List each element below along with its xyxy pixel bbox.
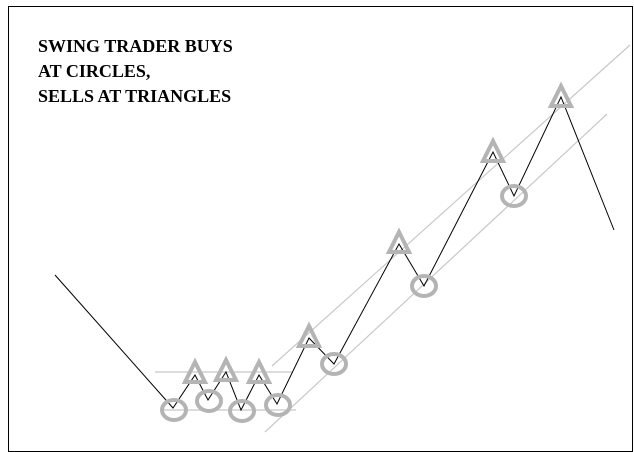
price-line (54, 95, 615, 412)
title-line: SWING TRADER BUYS (38, 36, 233, 56)
buy-circle (500, 184, 528, 208)
buy-circle (264, 393, 292, 417)
channel-lines (155, 44, 631, 433)
buy-circle (410, 274, 438, 298)
sell-triangle (295, 321, 323, 348)
sell-triangle (245, 357, 273, 384)
sell-triangle (212, 355, 240, 382)
sell-triangle (385, 227, 413, 254)
title-line: AT CIRCLES, (38, 61, 150, 81)
sell-triangle (547, 81, 575, 108)
frame (8, 6, 633, 452)
lower-channel (264, 113, 608, 433)
buy-circles (160, 184, 528, 423)
sell-triangle (181, 357, 209, 384)
buy-circle (160, 398, 188, 422)
title-line: SELLS AT TRIANGLES (38, 86, 231, 106)
buy-circle (320, 352, 348, 376)
buy-circle (228, 399, 256, 423)
sell-triangle (479, 136, 507, 163)
upper-channel (271, 44, 631, 367)
sell-triangles (181, 81, 575, 384)
buy-circle (195, 389, 223, 413)
